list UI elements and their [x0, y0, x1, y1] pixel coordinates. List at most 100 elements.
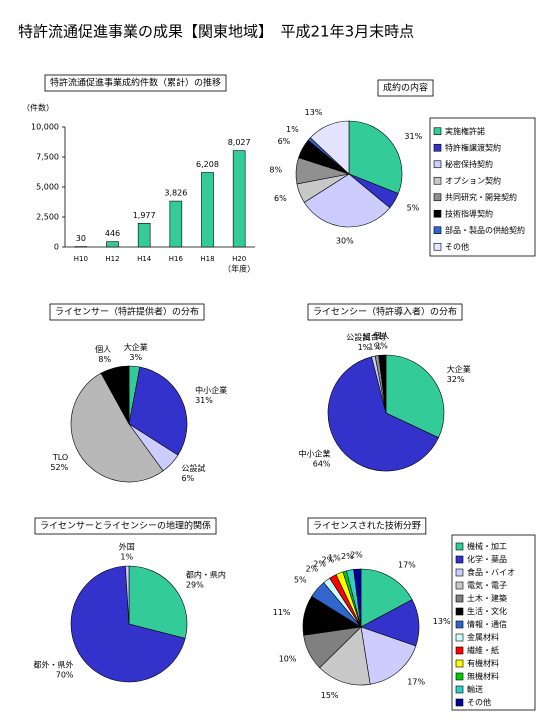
legend-swatch — [456, 543, 463, 550]
slice-name: 公設試 — [181, 463, 205, 473]
data-label: 15% — [321, 691, 339, 700]
page: 特許流通促進事業の成果【関東地域】 平成21年3月末時点 特許流通促進事業成約件… — [0, 0, 540, 720]
bar — [202, 173, 214, 247]
data-label: 52% — [50, 463, 68, 472]
legend-swatch — [434, 194, 441, 201]
x-tick-label: H12 — [105, 255, 119, 263]
data-label: 70% — [56, 670, 74, 679]
x-tick-label: H14 — [137, 255, 152, 263]
slice-name: 外国 — [119, 542, 135, 552]
legend-label: 実施権許諾 — [445, 126, 485, 136]
y-tick-label: 5,000 — [36, 183, 59, 192]
legend-label: 金属材料 — [467, 632, 499, 642]
slice-name: 中小企業 — [299, 448, 331, 458]
bar — [107, 242, 119, 247]
data-label: 6% — [181, 474, 194, 483]
data-label: 8% — [98, 355, 111, 364]
legend-label: 化学・薬品 — [467, 554, 507, 564]
data-label: 8% — [269, 165, 282, 174]
legend-swatch — [456, 634, 463, 641]
data-label: 17% — [407, 678, 425, 687]
legend-label: 機械・加工 — [467, 541, 507, 551]
y-tick-label: 7,500 — [36, 153, 59, 162]
data-label: 1% — [328, 553, 341, 562]
data-label: 8,027 — [228, 138, 251, 147]
legend-label: 生活・文化 — [467, 606, 507, 616]
chart-title: ライセンシー（特許導入者）の分布 — [313, 306, 457, 318]
bar — [233, 151, 245, 247]
slice-name: 都内・県内 — [186, 569, 226, 579]
legend-swatch — [456, 621, 463, 628]
legend-label: その他 — [445, 241, 469, 251]
legend-label: 無機材料 — [467, 671, 499, 681]
data-label: 64% — [313, 459, 331, 468]
legend-swatch — [456, 556, 463, 563]
data-label: 30% — [336, 236, 354, 245]
legend-label: 有機材料 — [467, 658, 499, 668]
legend-swatch — [434, 161, 441, 168]
slice-name: 都外・県外 — [34, 659, 74, 669]
slice-name: 大企業 — [124, 342, 148, 352]
data-label: 3% — [129, 353, 142, 362]
legend-label: その他 — [467, 697, 491, 707]
data-label: 3,826 — [164, 189, 187, 198]
data-label: 30 — [76, 234, 86, 243]
data-label: 11% — [273, 608, 291, 617]
x-axis-label: （年度） — [223, 264, 255, 274]
legend-label: 特許権譲渡契約 — [445, 142, 501, 152]
legend-swatch — [456, 595, 463, 602]
legend-swatch — [434, 210, 441, 217]
data-label: 6% — [278, 137, 291, 146]
x-tick-label: H16 — [169, 255, 184, 263]
x-tick-label: H10 — [74, 255, 88, 263]
chart-title: ライセンスされた技術分野 — [313, 520, 421, 532]
data-label: 32% — [447, 375, 465, 384]
data-label: 6,208 — [196, 160, 219, 169]
legend-label: 情報・通信 — [467, 619, 507, 629]
y-axis-label: （件数） — [22, 103, 54, 113]
legend-label: 輸送 — [467, 684, 483, 694]
legend-label: 秘密保持契約 — [445, 159, 493, 169]
legend-swatch — [434, 177, 441, 184]
data-label: 6% — [274, 194, 287, 203]
legend-swatch — [434, 128, 441, 135]
legend-label: オプション契約 — [445, 175, 501, 185]
bar — [170, 201, 182, 247]
legend-swatch — [456, 699, 463, 706]
legend-swatch — [456, 660, 463, 667]
data-label: 29% — [186, 580, 204, 589]
legend-swatch — [456, 673, 463, 680]
legend-swatch — [456, 582, 463, 589]
legend-swatch — [434, 144, 441, 151]
x-tick-label: H18 — [200, 255, 214, 263]
data-label: 31% — [195, 396, 213, 405]
legend-label: 部品・製品の供給契約 — [445, 225, 525, 235]
legend-swatch — [456, 647, 463, 654]
data-label: 2% — [350, 551, 363, 560]
legend-swatch — [456, 608, 463, 615]
legend-label: 技術指導契約 — [445, 208, 493, 218]
chart-title: ライセンサー（特許提供者）の分布 — [55, 306, 199, 318]
data-label: 5% — [294, 575, 307, 584]
data-label: 31% — [404, 132, 422, 141]
data-label: 10% — [279, 654, 297, 663]
legend-swatch — [434, 227, 441, 234]
y-tick-label: 0 — [54, 243, 59, 252]
slice-name: 個人 — [95, 344, 111, 354]
data-label: 13% — [305, 108, 323, 117]
legend-label: 食品・バイオ — [467, 567, 515, 577]
data-label: 5% — [407, 204, 420, 213]
bar — [138, 223, 150, 247]
legend-label: 共同研究・開発契約 — [445, 192, 517, 202]
slice-name: 中小企業 — [195, 385, 227, 395]
chart-title: 特許流通促進事業成約件数（累計）の推移 — [50, 77, 221, 89]
data-label: 13% — [433, 617, 451, 626]
y-tick-label: 2,500 — [36, 213, 59, 222]
data-label: 1% — [286, 125, 299, 134]
chart-title: ライセンサーとライセンシーの地理的関係 — [40, 520, 211, 532]
page-title: 特許流通促進事業の成果【関東地域】 平成21年3月末時点 — [18, 23, 414, 41]
chart-title: 成約の内容 — [383, 82, 428, 94]
data-label: 446 — [105, 229, 120, 238]
legend-label: 土木・建築 — [467, 593, 507, 603]
legend-label: 電気・電子 — [467, 580, 507, 590]
